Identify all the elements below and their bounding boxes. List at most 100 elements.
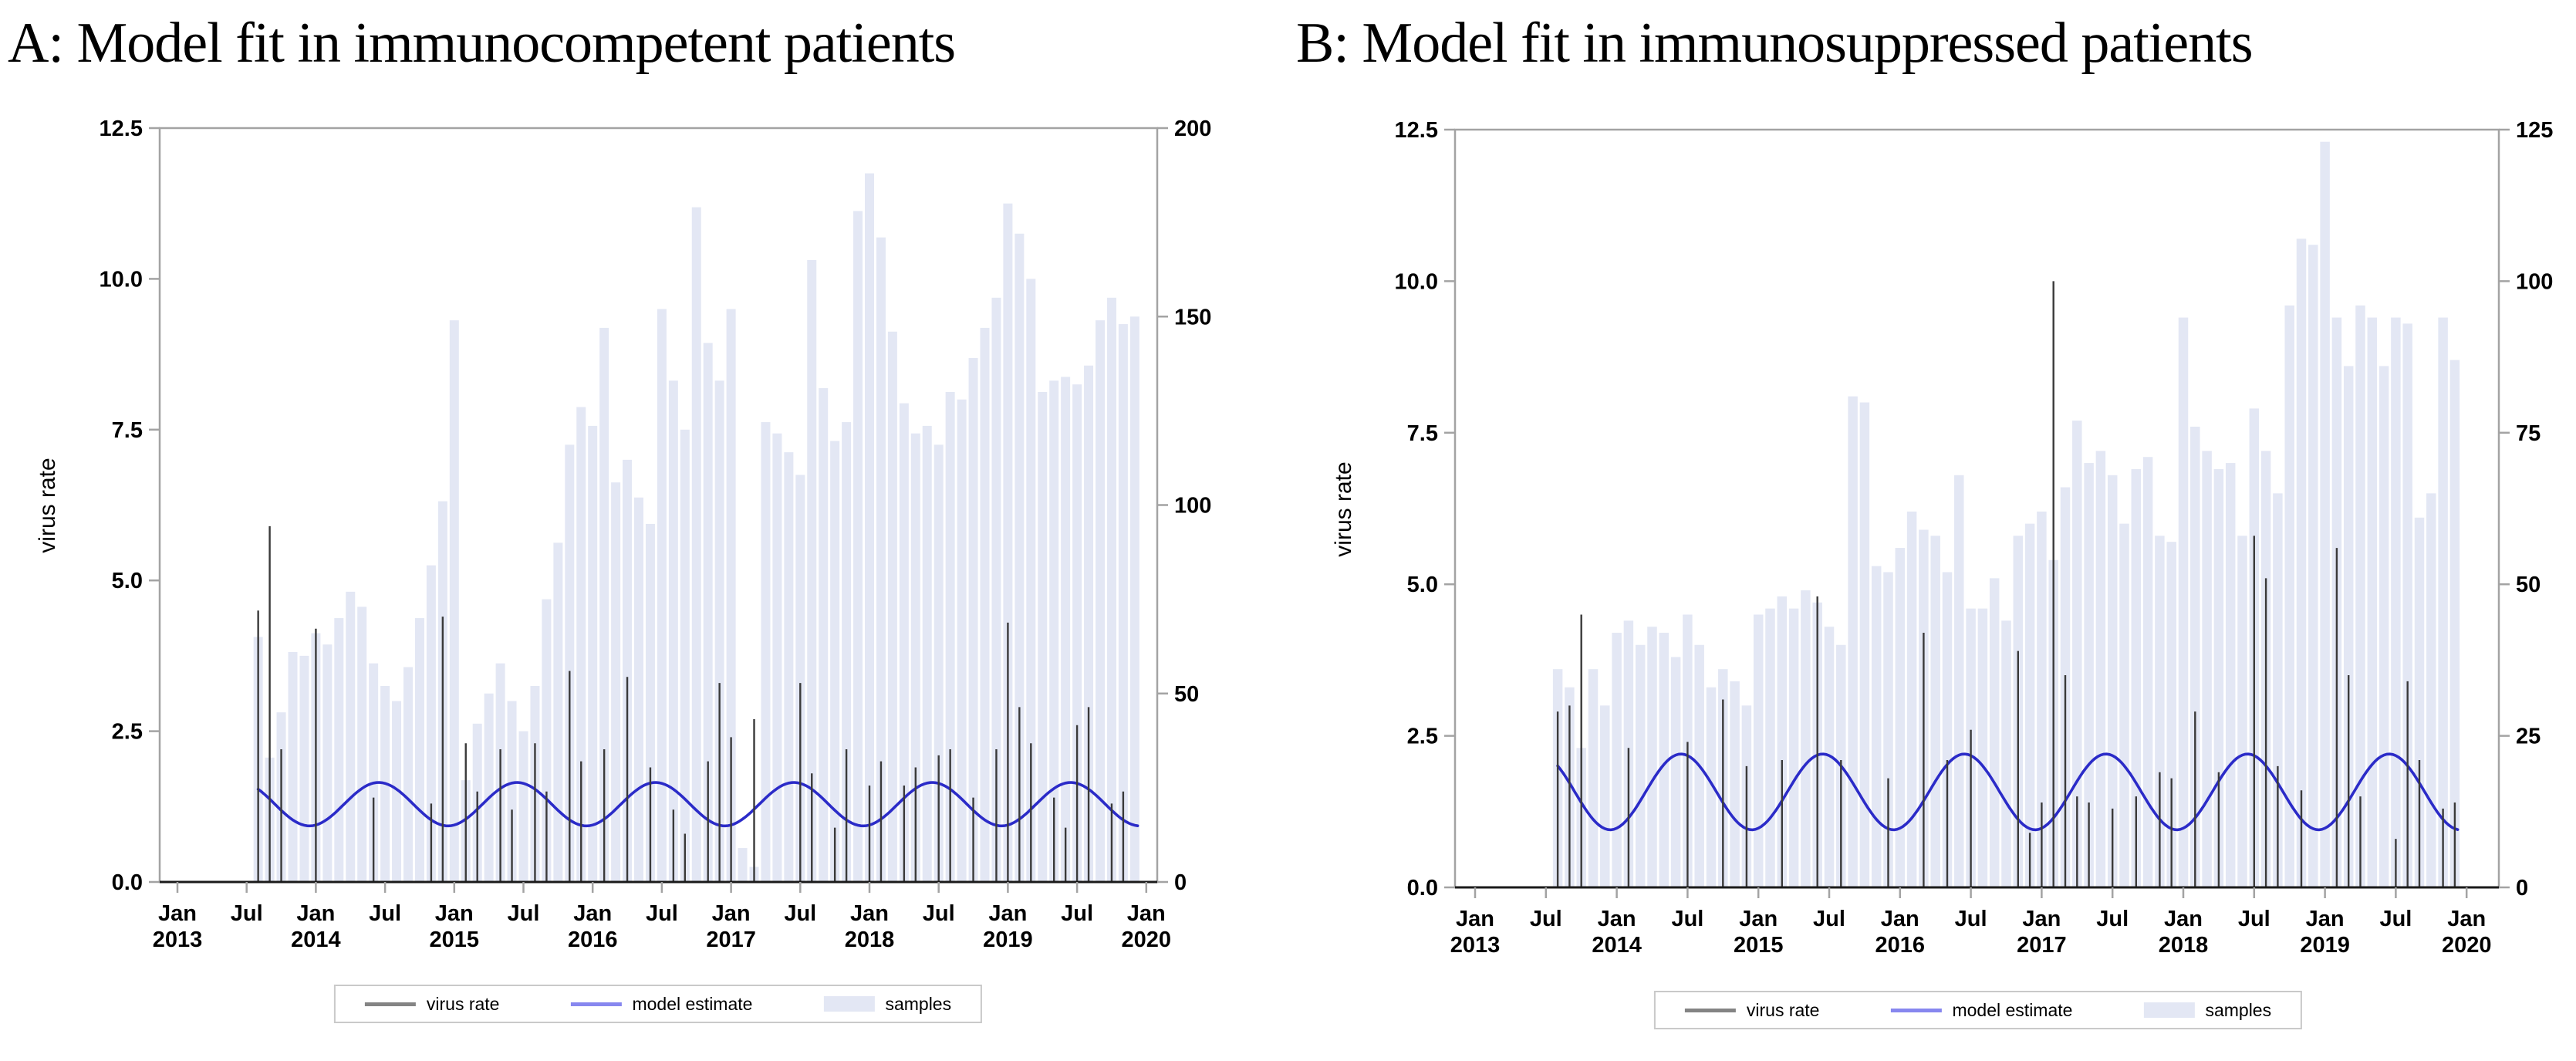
model-estimate-line-swatch-icon xyxy=(570,1002,622,1006)
left-tick-label: 7.5 xyxy=(1407,421,1438,446)
model-estimate-line-swatch-icon xyxy=(1890,1008,1942,1012)
sample-bar xyxy=(1954,475,1964,887)
x-tick-label-year: 2019 xyxy=(2300,933,2350,958)
x-tick-label-month: Jan xyxy=(435,901,474,926)
right-tick-label: 25 xyxy=(2516,725,2541,749)
sample-bar xyxy=(1753,614,1764,887)
x-tick-label-month: Jan xyxy=(2164,907,2203,931)
sample-bar xyxy=(726,309,736,883)
sample-bar xyxy=(611,482,621,882)
legend-label: model estimate xyxy=(632,993,753,1014)
right-tick-label: 150 xyxy=(1174,305,1211,329)
sample-bar xyxy=(1977,608,1988,887)
right-tick-label: 75 xyxy=(2516,421,2541,446)
legend-item-virus-rate: virus rate xyxy=(364,994,499,1015)
x-tick-label-month: Jul xyxy=(1671,907,1703,931)
sample-bar xyxy=(1061,377,1071,882)
left-tick-label: 5.0 xyxy=(112,569,143,593)
sample-bar xyxy=(1096,320,1105,882)
sample-bar xyxy=(830,441,840,882)
sample-bar xyxy=(968,357,978,882)
left-tick-label: 10.0 xyxy=(1395,269,1438,294)
sample-bar xyxy=(553,542,563,882)
sample-bar xyxy=(2320,141,2330,887)
x-tick-label-month: Jul xyxy=(508,901,540,926)
x-tick-label-year: 2014 xyxy=(1592,933,1642,958)
sample-bar xyxy=(1730,681,1740,887)
sample-bar xyxy=(403,667,413,882)
right-tick-label: 100 xyxy=(1174,494,1211,519)
x-tick-label-year: 2018 xyxy=(845,928,895,952)
sample-bar xyxy=(657,309,667,883)
legend-item-model-estimate: model estimate xyxy=(1890,1000,2072,1021)
sample-bar xyxy=(1049,380,1059,882)
panel-a-legend: virus rate model estimate samples xyxy=(333,985,983,1023)
sample-bar xyxy=(1015,233,1025,882)
sample-bar xyxy=(1588,669,1599,887)
sample-bar xyxy=(1930,536,1940,887)
sample-bar xyxy=(842,422,852,882)
sample-bar xyxy=(2449,360,2460,887)
sample-bar xyxy=(2190,426,2200,887)
sample-bar xyxy=(1883,572,1893,887)
sample-bar xyxy=(576,407,586,882)
x-tick-label-month: Jul xyxy=(1530,907,1562,931)
sample-bar xyxy=(2438,317,2448,887)
sample-bar xyxy=(1612,633,1622,887)
left-tick-label: 2.5 xyxy=(1407,725,1438,749)
sample-bar xyxy=(414,618,424,882)
left-tick-label: 5.0 xyxy=(1407,573,1438,597)
x-tick-label-year: 2015 xyxy=(1734,933,1784,958)
sample-bar xyxy=(322,644,333,882)
sample-bar xyxy=(691,207,701,883)
left-tick-label: 0.0 xyxy=(1407,876,1438,900)
sample-bar xyxy=(807,259,817,883)
x-tick-label-month: Jul xyxy=(231,901,263,926)
sample-bar xyxy=(922,425,932,882)
x-tick-label-year: 2020 xyxy=(2442,933,2492,958)
sample-bar xyxy=(1801,590,1811,887)
sample-bar xyxy=(2024,523,2035,887)
sample-bar xyxy=(1026,279,1036,882)
virus-rate-line-swatch-icon xyxy=(1684,1008,1736,1012)
x-tick-label-year: 2017 xyxy=(2017,933,2067,958)
x-tick-label-month: Jan xyxy=(2447,907,2486,931)
sample-bar xyxy=(588,425,598,882)
panel-b-legend: virus rate model estimate samples xyxy=(1653,991,2303,1029)
samples-bar-swatch-icon xyxy=(823,996,875,1012)
sample-bar xyxy=(565,444,575,882)
left-tick-label: 0.0 xyxy=(112,870,143,895)
sample-bar xyxy=(599,327,609,882)
sample-bar xyxy=(346,591,356,882)
sample-bar xyxy=(2155,536,2165,887)
sample-bar xyxy=(2202,451,2212,887)
sample-bar xyxy=(392,701,402,882)
sample-bar xyxy=(1072,384,1082,882)
x-tick-label-month: Jul xyxy=(1955,907,1987,931)
x-tick-label-month: Jul xyxy=(1061,901,1093,926)
sample-bar xyxy=(1600,705,1610,887)
sample-bar xyxy=(1989,578,2000,887)
legend-item-virus-rate: virus rate xyxy=(1684,1000,1819,1021)
sample-bar xyxy=(772,433,782,882)
panel-b-title: B: Model fit in immunosuppressed patient… xyxy=(1296,12,2254,75)
sample-bar xyxy=(680,429,690,882)
sample-bar xyxy=(2037,511,2047,887)
sample-bar xyxy=(980,327,990,882)
sample-bar xyxy=(2072,421,2082,887)
sample-bar xyxy=(2178,317,2189,887)
sample-bar xyxy=(2084,463,2094,887)
sample-bar xyxy=(1038,391,1048,882)
left-tick-label: 10.0 xyxy=(100,267,143,292)
legend-item-samples: samples xyxy=(823,994,951,1015)
x-tick-label-month: Jul xyxy=(1813,907,1845,931)
legend-label: samples xyxy=(2205,999,2272,1020)
x-tick-label-year: 2014 xyxy=(291,928,341,952)
sample-bar xyxy=(1106,297,1116,882)
sample-bar xyxy=(853,211,863,883)
sample-bar xyxy=(899,403,909,882)
sample-bar xyxy=(1635,644,1646,887)
left-tick-label: 7.5 xyxy=(112,418,143,443)
sample-bar xyxy=(2131,468,2142,887)
